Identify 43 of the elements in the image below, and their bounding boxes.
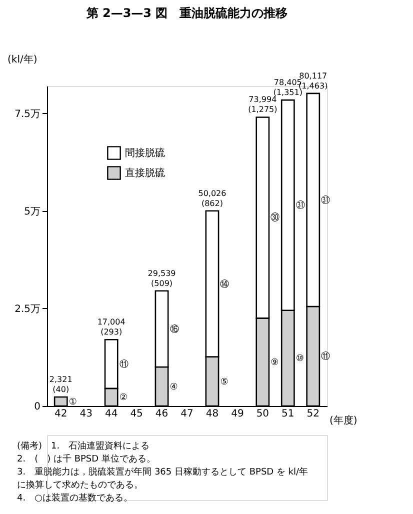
data-label: ① [68, 398, 77, 408]
x-tick-label: 50 [256, 408, 270, 420]
text: (備考) 1. 石油連盟資料による [17, 440, 150, 452]
y-tick-label: 2.5万 [14, 304, 40, 315]
text: に換算して求めたものである。 [17, 480, 143, 490]
data-label: ㉚ [270, 212, 280, 224]
data-label: ⑩ [296, 354, 304, 364]
y-tick-label: 0 [34, 402, 40, 412]
x-tick-label: 52 [306, 408, 320, 420]
x-tick-label: 43 [80, 408, 92, 420]
x-tick-label: 42 [54, 408, 68, 420]
text: 50,026 (862) [198, 188, 226, 208]
y-axis-title: (kl/年) [8, 54, 38, 66]
legend-label: 直接脱硫 [125, 167, 165, 179]
text: 29,539 (509) [148, 268, 176, 288]
text: 4. ○は装置の基数である。 [17, 492, 132, 504]
data-label: ㉛ [321, 196, 330, 206]
text: 73,994 (1,275) [248, 95, 278, 114]
legend-label: 間接脱硫 [125, 147, 165, 159]
data-label: ⑪ [321, 351, 330, 362]
x-tick-label: 45 [130, 408, 143, 420]
y-tick-label: 7.5万 [14, 108, 40, 120]
x-tick-label: 51 [282, 408, 294, 420]
data-label: ⑨ [270, 358, 279, 368]
x-tick-label: 49 [231, 408, 244, 420]
text: 3. 重脱能力は，脱硫装置が年間 365 日稼動するとして BPSD を kl/年 [17, 466, 308, 478]
data-label: ㉛ [296, 201, 305, 212]
data-label: ⑭ [220, 278, 230, 290]
data-label: ⑯ [170, 324, 179, 335]
text: 2. ( ) は千 BPSD 単位である。 [17, 454, 156, 464]
data-label: ⑪ [119, 359, 128, 370]
chart-title: 第 2—3—3 図 重油脱硫能力の推移 [85, 6, 288, 20]
x-tick-label: 47 [180, 408, 194, 420]
text: 17,004 (293) [97, 318, 126, 337]
x-tick-label: 46 [155, 408, 168, 420]
x-tick-label: 44 [104, 408, 118, 420]
y-tick-label: 5万 [24, 206, 40, 218]
x-tick-label: 48 [206, 408, 219, 420]
data-label: ② [119, 393, 128, 404]
x-axis-title: (年度) [330, 414, 358, 426]
data-label: ⑤ [220, 377, 228, 388]
data-label: ④ [170, 382, 178, 392]
text: 2,321 (40) [49, 375, 72, 394]
